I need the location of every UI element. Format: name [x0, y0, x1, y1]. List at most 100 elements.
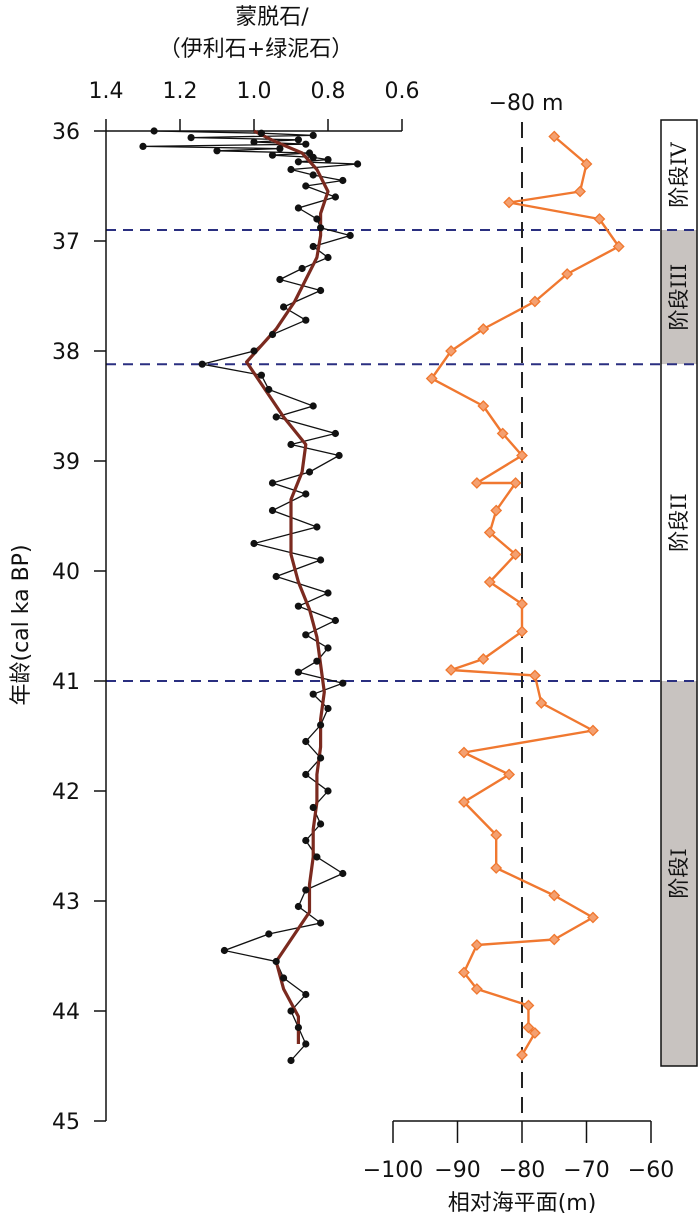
y-tick-label: 42	[52, 780, 80, 805]
raw-series-point	[268, 479, 277, 487]
raw-series-point	[302, 182, 310, 190]
raw-series-point	[294, 668, 302, 676]
sea-level-point	[458, 796, 470, 808]
reference-line-label: −80 m	[489, 91, 564, 116]
raw-series-point	[294, 204, 302, 212]
sea-level-point	[612, 240, 625, 253]
raw-series-point	[309, 171, 317, 179]
left-x-tick-label: 0.6	[385, 79, 420, 104]
right-x-tick-label: −90	[434, 1158, 480, 1183]
raw-series-point	[324, 644, 332, 652]
raw-series-point	[287, 1007, 295, 1015]
sea-level-point	[528, 669, 541, 682]
raw-series-point	[294, 136, 302, 144]
raw-series-point	[276, 275, 284, 284]
y-tick-label: 44	[52, 1000, 80, 1025]
sea-level-point	[483, 576, 496, 588]
raw-series-point	[276, 145, 284, 153]
raw-series-point	[213, 147, 221, 155]
right-x-tick-label: −80	[499, 1158, 545, 1183]
raw-series-point	[302, 990, 310, 999]
y-axis-title: 年龄(cal ka BP)	[9, 544, 34, 705]
raw-series-point	[302, 886, 310, 894]
raw-series-point	[302, 1040, 310, 1048]
sea-level-point	[445, 345, 457, 357]
raw-series-point	[309, 402, 317, 410]
raw-series-point	[150, 127, 158, 135]
left-x-tick-label: 0.8	[311, 79, 346, 104]
stage-column-frame	[660, 119, 698, 1067]
raw-series-point	[317, 556, 325, 564]
sea-level-point	[548, 933, 561, 946]
sea-level-point	[548, 889, 561, 902]
raw-series-point	[265, 930, 273, 938]
raw-series-point	[309, 242, 317, 251]
sea-level-point	[516, 625, 528, 638]
stage-band	[661, 230, 697, 365]
sea-level-point	[470, 939, 483, 951]
raw-series-point	[280, 303, 288, 311]
raw-series-point	[302, 836, 310, 845]
sea-level-point	[580, 158, 593, 170]
y-tick-label: 37	[52, 230, 80, 255]
sea-level-point	[522, 1021, 535, 1034]
raw-series-point	[339, 679, 347, 687]
right-x-tick-label: −100	[363, 1158, 423, 1183]
right-data	[425, 130, 625, 1061]
sea-level-point	[574, 185, 586, 198]
sea-level-point	[509, 548, 522, 561]
sea-level-point	[587, 724, 599, 737]
sea-level-point	[477, 400, 490, 412]
sea-level-point	[458, 746, 470, 759]
raw-series-point	[313, 215, 321, 223]
sea-level-point	[528, 295, 541, 308]
sea-level-point	[470, 477, 483, 489]
raw-series-point	[313, 657, 321, 665]
raw-series-point	[339, 176, 347, 185]
raw-series-point	[324, 704, 332, 713]
raw-series-point	[257, 371, 265, 379]
raw-series-point	[294, 1023, 302, 1032]
raw-series-point	[139, 142, 147, 150]
stage-boundary-lines	[106, 229, 697, 682]
stage-label: 阶段II	[667, 493, 691, 552]
sea-level-point	[535, 697, 548, 709]
raw-series-point	[302, 770, 310, 779]
raw-series-point	[339, 869, 347, 878]
stage-band	[661, 120, 697, 230]
raw-series-point	[309, 803, 317, 812]
stage-column: 阶段IV 阶段III 阶段II 阶段I	[660, 119, 698, 1067]
raw-series-point	[335, 451, 343, 460]
raw-series-point	[294, 602, 302, 610]
left-axis-title-line2: （伊利石+绿泥石）	[159, 37, 353, 62]
y-tick-label: 45	[52, 1110, 80, 1135]
y-tick-label: 38	[52, 340, 80, 365]
sea-level-point	[548, 130, 561, 143]
left-data	[139, 127, 362, 1065]
raw-series-point	[317, 721, 325, 729]
sea-level-point	[496, 427, 509, 440]
raw-series-point	[257, 129, 265, 137]
sea-level-point	[470, 983, 483, 995]
raw-series-point	[198, 360, 206, 368]
sea-level-point	[477, 323, 490, 335]
raw-series-point	[302, 490, 310, 498]
raw-series-point	[331, 193, 339, 201]
raw-series-point	[250, 539, 258, 548]
raw-series-point	[250, 347, 258, 355]
raw-series-point	[324, 253, 332, 262]
raw-series-point	[317, 754, 325, 762]
sea-level-point	[490, 504, 503, 517]
sea-level-point	[503, 196, 516, 209]
sea-level-point	[483, 526, 496, 539]
y-tick-label: 43	[52, 890, 80, 915]
raw-series-point	[317, 286, 325, 295]
raw-series-point	[302, 631, 310, 639]
sea-level-point	[509, 477, 522, 489]
sea-level-point	[561, 268, 574, 280]
raw-series-point	[298, 264, 306, 273]
right-axes: −100 −90 −80 −70 −60	[363, 122, 674, 1183]
sea-level-point	[516, 449, 528, 462]
